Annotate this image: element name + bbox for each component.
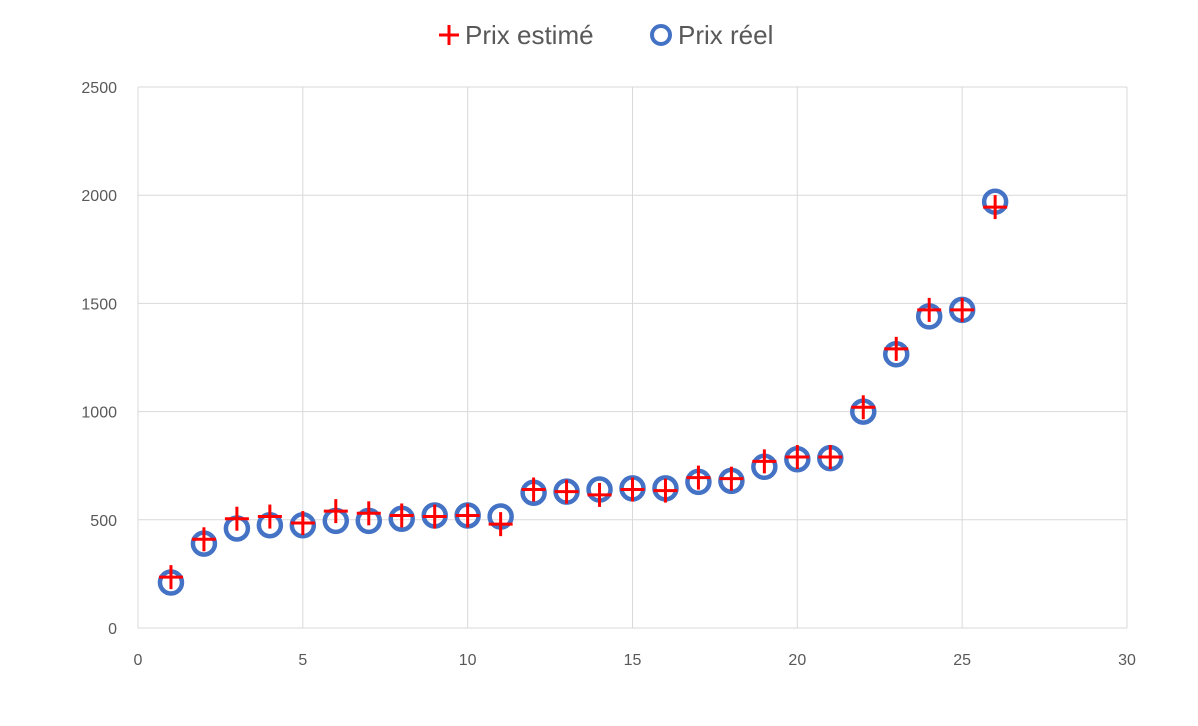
legend-label-estimated: Prix estimé — [465, 20, 594, 50]
estimated-price-point — [224, 506, 249, 531]
x-tick-label: 20 — [788, 652, 806, 669]
estimated-price-point — [983, 195, 1008, 220]
y-tick-label: 0 — [108, 621, 117, 638]
estimated-price-point — [752, 449, 777, 474]
y-tick-label: 1000 — [81, 405, 117, 422]
x-tick-label: 5 — [298, 652, 307, 669]
estimated-price-point — [950, 297, 975, 322]
estimated-price-point — [917, 297, 942, 322]
estimated-price-point — [620, 477, 645, 502]
plus-marker-icon — [439, 25, 459, 45]
estimated-price-point — [884, 336, 909, 361]
estimated-price-point — [356, 501, 381, 526]
chart-legend: Prix estimé Prix réel — [439, 20, 773, 50]
circle-marker-icon — [650, 24, 672, 46]
estimated-price-point — [191, 527, 216, 552]
estimated-price-point — [785, 445, 810, 470]
legend-item-actual: Prix réel — [650, 20, 773, 50]
estimated-price-point — [455, 503, 480, 528]
x-tick-label: 30 — [1118, 652, 1136, 669]
estimated-price-point — [323, 499, 348, 524]
y-tick-label: 1500 — [81, 296, 117, 313]
x-tick-label: 10 — [459, 652, 477, 669]
y-tick-label: 2500 — [81, 80, 117, 97]
plot-area: 0 500 1000 1500 2000 2500 0 5 10 15 20 25 30 — [81, 80, 1136, 669]
x-tick-label: 0 — [134, 652, 143, 669]
estimated-price-point — [818, 445, 843, 470]
estimated-price-point — [554, 479, 579, 504]
estimated-price-point — [719, 466, 744, 491]
estimated-price-point — [389, 503, 414, 528]
estimated-price-point — [422, 504, 447, 529]
legend-label-actual: Prix réel — [678, 20, 773, 50]
estimated-price-point — [851, 395, 876, 420]
estimated-price-point — [686, 465, 711, 490]
x-tick-label: 15 — [624, 652, 642, 669]
estimated-price-point — [488, 512, 513, 537]
y-tick-label: 2000 — [81, 188, 117, 205]
estimated-price-point — [653, 478, 678, 503]
estimated-price-point — [158, 565, 183, 590]
estimated-price-point — [290, 511, 315, 536]
legend-item-estimated: Prix estimé — [439, 20, 594, 50]
x-tick-label: 25 — [953, 652, 971, 669]
estimated-price-point — [521, 477, 546, 502]
estimated-price-point — [587, 482, 612, 507]
estimated-price-point — [257, 504, 282, 529]
y-tick-label: 500 — [90, 513, 117, 530]
